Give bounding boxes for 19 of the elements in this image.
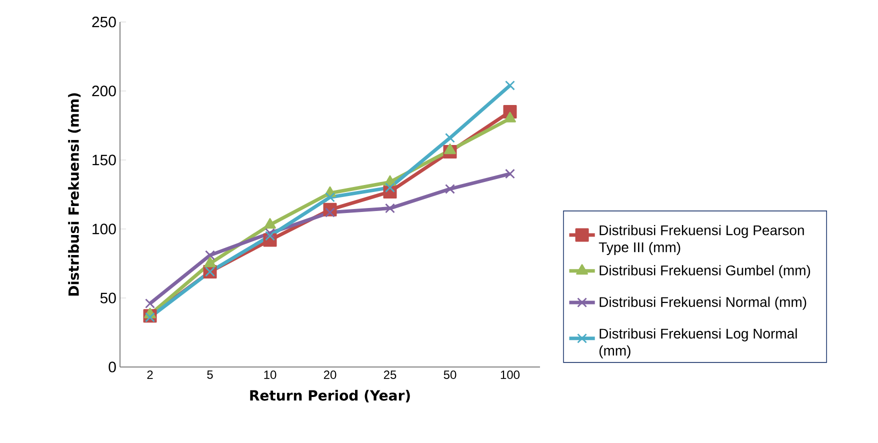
x-tick-label: 50: [444, 370, 456, 380]
y-tick-label: 50: [100, 292, 116, 304]
legend-label: Distribusi Frekuensi Log Pearson Type III (mm): [598, 224, 804, 256]
y-tick-label: 100: [92, 224, 116, 234]
legend-label: Distribusi Frekuensi Normal (mm): [600, 296, 806, 310]
x-tick-label: 25: [384, 370, 396, 380]
y-tick-label: 0: [108, 362, 116, 372]
legend-label: Distribusi Frekuensi Gumbel (mm): [600, 265, 810, 278]
x-tick-label: 20: [324, 370, 336, 380]
x-tick-label: 5: [207, 370, 213, 379]
x-tick-label: 10: [264, 370, 276, 380]
legend-label: Distribusi Frekuensi Log Normal (mm): [599, 328, 797, 358]
x-tick-label: 2: [147, 370, 153, 379]
x-axis-title: Return Period (Year): [250, 390, 410, 402]
y-tick-label: 250: [92, 16, 116, 28]
y-tick-label: 200: [92, 86, 116, 96]
x-tick-label: 100: [500, 370, 520, 380]
y-tick-label: 150: [92, 154, 116, 166]
y-axis-title: Distribusi Frekuensi (mm): [68, 93, 81, 296]
